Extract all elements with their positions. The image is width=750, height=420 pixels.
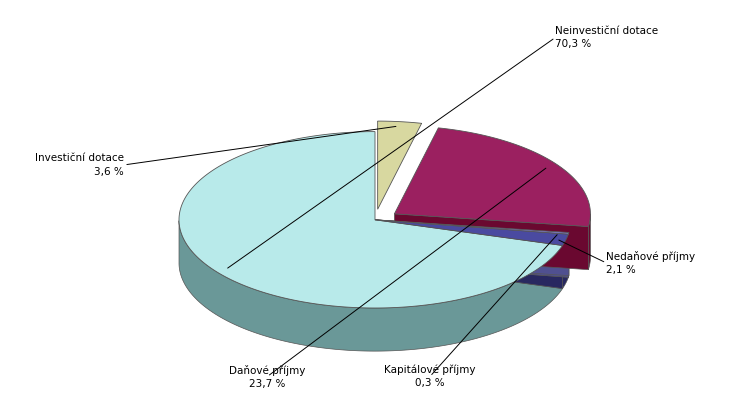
Polygon shape: [375, 220, 569, 276]
Polygon shape: [375, 220, 568, 277]
Text: Neinvestiční dotace
70,3 %: Neinvestiční dotace 70,3 %: [555, 26, 658, 49]
Text: Daňové příjmy
23,7 %: Daňové příjmy 23,7 %: [229, 365, 305, 388]
Polygon shape: [375, 220, 568, 277]
Polygon shape: [588, 214, 590, 270]
Text: Investiční dotace
3,6 %: Investiční dotace 3,6 %: [35, 153, 124, 176]
Text: Kapitálové příjmy
0,3 %: Kapitálové příjmy 0,3 %: [384, 365, 476, 388]
Polygon shape: [179, 131, 562, 308]
Polygon shape: [394, 128, 590, 226]
Text: Nedaňové příjmy
2,1 %: Nedaňové příjmy 2,1 %: [606, 251, 695, 275]
Polygon shape: [562, 234, 568, 289]
Polygon shape: [179, 220, 562, 351]
Polygon shape: [375, 220, 562, 289]
Polygon shape: [394, 214, 588, 270]
Polygon shape: [375, 220, 569, 234]
Polygon shape: [375, 220, 562, 289]
Polygon shape: [375, 220, 568, 245]
Polygon shape: [378, 121, 422, 209]
